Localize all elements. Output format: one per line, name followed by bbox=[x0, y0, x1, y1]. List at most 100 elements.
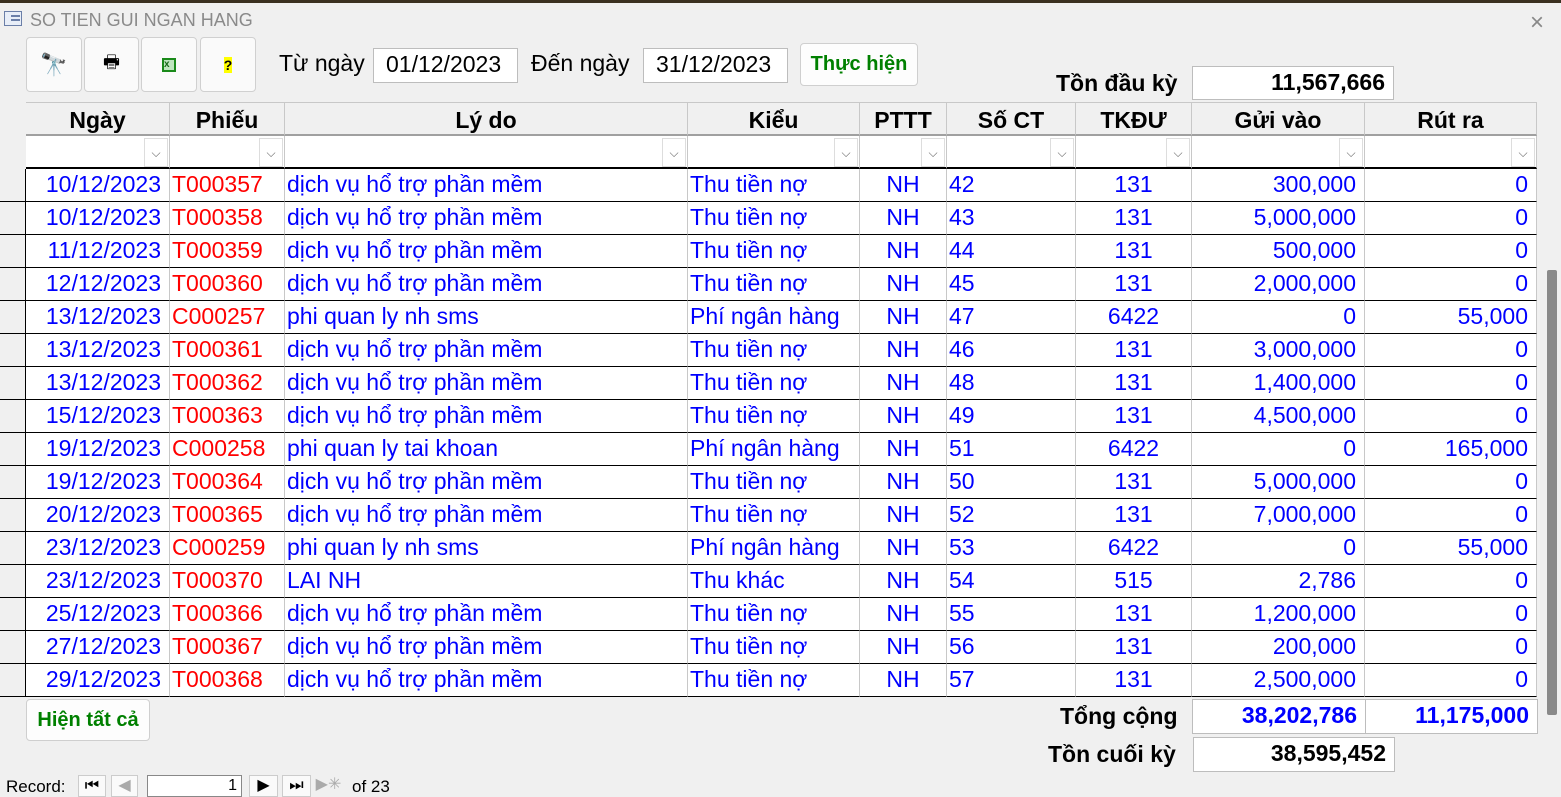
table-row[interactable]: 25/12/2023 T000366 dịch vụ hổ trợ phần mềm… bbox=[0, 598, 1540, 631]
row-selector[interactable] bbox=[0, 235, 26, 268]
cell-type: Phí ngân hàng bbox=[688, 301, 860, 334]
cell-account: 131 bbox=[1076, 466, 1192, 499]
row-selector[interactable] bbox=[0, 565, 26, 598]
filter-account[interactable]: ⌵ bbox=[1076, 136, 1192, 169]
cell-payment-method: NH bbox=[860, 499, 947, 532]
column-header-deposit[interactable]: Gửi vào bbox=[1192, 102, 1365, 136]
row-selector[interactable] bbox=[0, 664, 26, 697]
chevron-down-icon[interactable]: ⌵ bbox=[1339, 138, 1363, 167]
find-button[interactable]: 🔭 bbox=[26, 37, 82, 92]
excel-export-button[interactable]: x bbox=[141, 37, 197, 92]
table-row[interactable]: 23/12/2023 T000370 LAI NH Thu khác NH 54 515 2,… bbox=[0, 565, 1540, 598]
row-selector[interactable] bbox=[0, 532, 26, 565]
table-row[interactable]: 23/12/2023 C000259 phi quan ly nh sms Phí n… bbox=[0, 532, 1540, 565]
from-date-input[interactable]: 01/12/2023 bbox=[373, 48, 518, 83]
cell-withdraw: 0 bbox=[1365, 664, 1537, 697]
row-selector[interactable] bbox=[0, 631, 26, 664]
cell-type: Thu tiền nợ bbox=[688, 202, 860, 235]
table-row[interactable]: 13/12/2023 C000257 phi quan ly nh sms Phí n… bbox=[0, 301, 1540, 334]
column-header-account[interactable]: TKĐƯ bbox=[1076, 102, 1192, 136]
chevron-down-icon[interactable]: ⌵ bbox=[1511, 138, 1535, 167]
chevron-down-icon[interactable]: ⌵ bbox=[921, 138, 945, 167]
cell-withdraw: 0 bbox=[1365, 235, 1537, 268]
cell-voucher: T000367 bbox=[170, 631, 285, 664]
cell-voucher: T000366 bbox=[170, 598, 285, 631]
chevron-down-icon[interactable]: ⌵ bbox=[144, 138, 168, 167]
first-record-button[interactable]: ⏮ bbox=[78, 775, 106, 797]
filter-payment-method[interactable]: ⌵ bbox=[860, 136, 947, 169]
help-button[interactable]: ? bbox=[200, 37, 256, 92]
record-count: of 23 bbox=[352, 777, 390, 796]
row-selector[interactable] bbox=[0, 433, 26, 466]
column-header-withdraw[interactable]: Rút ra bbox=[1365, 102, 1537, 136]
table-row[interactable]: 19/12/2023 T000364 dịch vụ hổ trợ phần mềm… bbox=[0, 466, 1540, 499]
column-header-doc-no[interactable]: Số CT bbox=[947, 102, 1076, 136]
table-row[interactable]: 13/12/2023 T000362 dịch vụ hổ trợ phần mềm… bbox=[0, 367, 1540, 400]
row-selector[interactable] bbox=[0, 367, 26, 400]
run-button[interactable]: Thực hiện bbox=[800, 43, 918, 86]
table-row[interactable]: 20/12/2023 T000365 dịch vụ hổ trợ phần mềm… bbox=[0, 499, 1540, 532]
filter-doc-no[interactable]: ⌵ bbox=[947, 136, 1076, 169]
cell-withdraw: 0 bbox=[1365, 598, 1537, 631]
filter-date[interactable]: ⌵ bbox=[26, 136, 170, 169]
scrollbar-thumb[interactable] bbox=[1547, 270, 1557, 715]
cell-account: 131 bbox=[1076, 268, 1192, 301]
table-row[interactable]: 19/12/2023 C000258 phi quan ly tai khoan Ph… bbox=[0, 433, 1540, 466]
filter-type[interactable]: ⌵ bbox=[688, 136, 860, 169]
chevron-down-icon[interactable]: ⌵ bbox=[1166, 138, 1190, 167]
row-selector[interactable] bbox=[0, 499, 26, 532]
chevron-down-icon[interactable]: ⌵ bbox=[662, 138, 686, 167]
row-selector[interactable] bbox=[0, 301, 26, 334]
cell-type: Thu tiền nợ bbox=[688, 367, 860, 400]
cell-voucher: T000370 bbox=[170, 565, 285, 598]
table-row[interactable]: 13/12/2023 T000361 dịch vụ hổ trợ phần mềm… bbox=[0, 334, 1540, 367]
cell-deposit: 2,000,000 bbox=[1192, 268, 1365, 301]
cell-deposit: 2,500,000 bbox=[1192, 664, 1365, 697]
cell-reason: dịch vụ hổ trợ phần mềm bbox=[285, 664, 688, 697]
record-number-input[interactable]: 1 bbox=[147, 775, 242, 797]
table-row[interactable]: 27/12/2023 T000367 dịch vụ hổ trợ phần mềm… bbox=[0, 631, 1540, 664]
filter-withdraw[interactable]: ⌵ bbox=[1365, 136, 1537, 169]
chevron-down-icon[interactable]: ⌵ bbox=[1050, 138, 1074, 167]
row-selector[interactable] bbox=[0, 202, 26, 235]
last-record-button[interactable]: ⏭ bbox=[282, 775, 311, 797]
vertical-scrollbar[interactable] bbox=[1544, 102, 1561, 717]
table-row[interactable]: 15/12/2023 T000363 dịch vụ hổ trợ phần mềm… bbox=[0, 400, 1540, 433]
row-selector[interactable] bbox=[0, 466, 26, 499]
cell-payment-method: NH bbox=[860, 664, 947, 697]
to-date-input[interactable]: 31/12/2023 bbox=[643, 48, 788, 83]
cell-voucher: T000358 bbox=[170, 202, 285, 235]
print-button[interactable]: 🖶 bbox=[84, 37, 139, 92]
table-row[interactable]: 10/12/2023 T000358 dịch vụ hổ trợ phần mềm… bbox=[0, 202, 1540, 235]
new-record-button[interactable]: ▶✳ bbox=[315, 775, 342, 797]
cell-date: 27/12/2023 bbox=[26, 631, 170, 664]
prev-record-button[interactable]: ◀ bbox=[111, 775, 138, 797]
row-selector[interactable] bbox=[0, 268, 26, 301]
column-header-date[interactable]: Ngày bbox=[26, 102, 170, 136]
table-row[interactable]: 11/12/2023 T000359 dịch vụ hổ trợ phần mềm… bbox=[0, 235, 1540, 268]
cell-type: Thu tiền nợ bbox=[688, 169, 860, 202]
row-selector[interactable] bbox=[0, 334, 26, 367]
close-icon[interactable]: × bbox=[1530, 9, 1545, 36]
row-selector[interactable] bbox=[0, 169, 26, 202]
column-header-payment-method[interactable]: PTTT bbox=[860, 102, 947, 136]
table-row[interactable]: 29/12/2023 T000368 dịch vụ hổ trợ phần mềm… bbox=[0, 664, 1540, 697]
table-row[interactable]: 12/12/2023 T000360 dịch vụ hổ trợ phần mềm… bbox=[0, 268, 1540, 301]
filter-voucher[interactable]: ⌵ bbox=[170, 136, 285, 169]
cell-doc-no: 56 bbox=[947, 631, 1076, 664]
filter-reason[interactable]: ⌵ bbox=[285, 136, 688, 169]
column-header-reason[interactable]: Lý do bbox=[285, 102, 688, 136]
cell-voucher: T000364 bbox=[170, 466, 285, 499]
cell-payment-method: NH bbox=[860, 565, 947, 598]
chevron-down-icon[interactable]: ⌵ bbox=[259, 138, 283, 167]
chevron-down-icon[interactable]: ⌵ bbox=[834, 138, 858, 167]
next-record-button[interactable]: ▶ bbox=[249, 775, 278, 797]
row-selector[interactable] bbox=[0, 400, 26, 433]
cell-account: 6422 bbox=[1076, 433, 1192, 466]
row-selector[interactable] bbox=[0, 598, 26, 631]
filter-deposit[interactable]: ⌵ bbox=[1192, 136, 1365, 169]
show-all-button[interactable]: Hiện tất cả bbox=[26, 699, 150, 741]
column-header-voucher[interactable]: Phiếu bbox=[170, 102, 285, 136]
table-row[interactable]: 10/12/2023 T000357 dịch vụ hổ trợ phần mềm… bbox=[0, 169, 1540, 202]
column-header-type[interactable]: Kiểu bbox=[688, 102, 860, 136]
